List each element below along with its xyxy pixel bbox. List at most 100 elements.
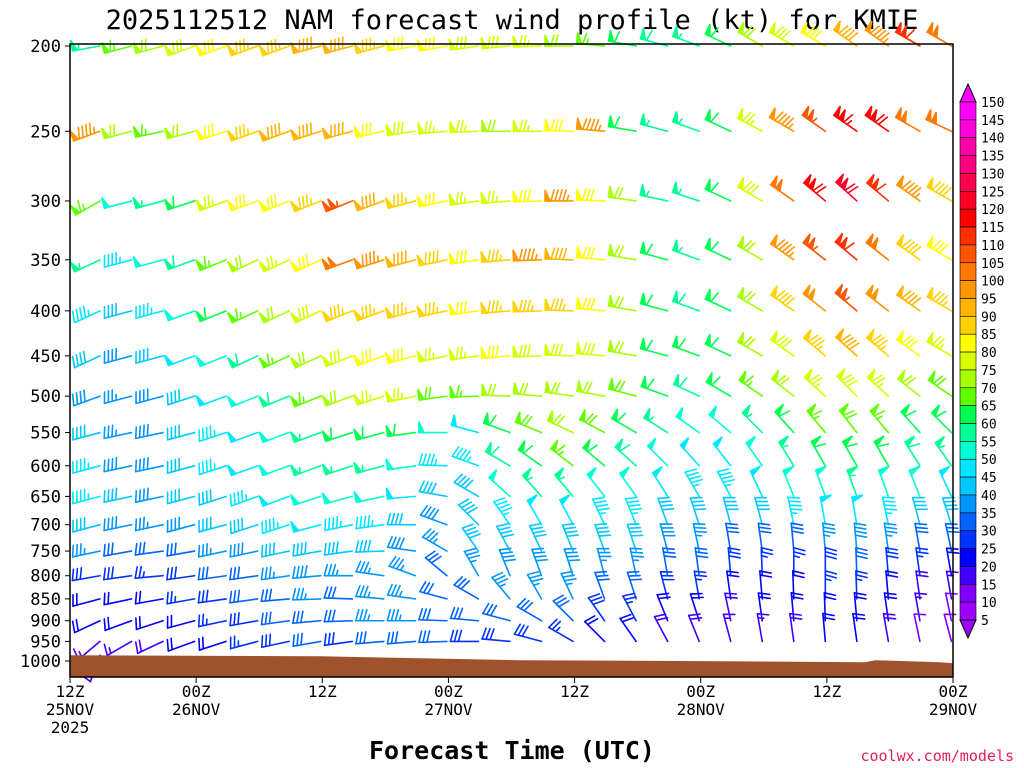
wind-barb [769, 285, 796, 312]
wind-barb [163, 123, 196, 140]
barb-feather [563, 578, 577, 582]
colorbar-label: 110 [981, 239, 1004, 254]
wind-barb [738, 370, 764, 397]
barb-feather [497, 503, 511, 510]
wind-barb [321, 303, 354, 323]
wind-barb [384, 302, 417, 320]
barb-feather [692, 522, 706, 526]
wind-barb [608, 378, 637, 397]
barb-flag [895, 330, 905, 345]
barb-feather [840, 374, 853, 382]
barb-half-feather [645, 190, 650, 198]
wind-barb [639, 292, 669, 312]
barb-feather [301, 195, 305, 209]
barb-flag [226, 199, 238, 212]
barb-feather [945, 508, 959, 511]
wind-barb [895, 234, 922, 261]
barb-feather [913, 613, 927, 616]
barb-feather [237, 491, 240, 505]
barb-feather [422, 481, 429, 494]
barb-shaft [944, 592, 953, 622]
barb-feather [491, 383, 497, 397]
colorbar-swatch [959, 423, 977, 442]
wind-barb [877, 465, 890, 498]
wind-barb [741, 404, 764, 434]
wind-barb [258, 464, 291, 477]
barb-feather [501, 533, 515, 538]
wind-barb [846, 465, 859, 498]
y-tick-label: 650 [30, 487, 61, 507]
barb-flag [321, 258, 333, 271]
barb-feather [201, 491, 205, 505]
wind-barb [622, 592, 637, 622]
wind-barb [754, 496, 771, 526]
barb-feather [848, 342, 860, 350]
barb-feather [103, 618, 107, 632]
wind-barb [292, 541, 322, 557]
y-tick-label: 300 [30, 192, 61, 212]
barb-flag [226, 464, 238, 477]
barb-feather [305, 304, 309, 318]
barb-feather [365, 253, 368, 267]
barb-flag [352, 354, 364, 367]
y-tick-label: 500 [30, 387, 61, 407]
wind-barb [461, 523, 481, 552]
barb-feather [170, 590, 173, 604]
wind-barb [895, 285, 922, 312]
barb-flag [639, 292, 647, 307]
barb-flag [289, 261, 302, 273]
wind-barb [810, 435, 827, 467]
barb-feather [935, 242, 945, 252]
barb-feather [111, 457, 114, 471]
barb-feather [229, 590, 233, 604]
barb-feather [424, 193, 427, 207]
barb-feather [558, 298, 564, 312]
barb-feather [88, 122, 92, 136]
barb-feather [333, 305, 337, 319]
barb-feather [459, 250, 463, 264]
wind-barb [712, 436, 732, 467]
barb-feather [466, 530, 479, 536]
wind-barb [103, 591, 133, 606]
barb-feather [79, 390, 83, 404]
barb-feather [427, 507, 436, 519]
barb-flag [226, 431, 238, 444]
wind-barb [134, 565, 164, 579]
wind-barb [289, 494, 322, 507]
barb-half-feather [558, 476, 565, 481]
wind-barb [321, 198, 354, 213]
barb-feather [201, 566, 205, 580]
barb-feather [780, 115, 791, 126]
barb-feather [875, 183, 887, 192]
barb-flag [802, 173, 812, 188]
barb-feather [209, 425, 212, 439]
wind-barb [418, 480, 448, 498]
barb-feather [363, 631, 367, 644]
barb-feather [631, 555, 645, 558]
colorbar-swatch [959, 494, 977, 514]
barb-flag [736, 331, 745, 346]
wind-barb [531, 547, 549, 577]
barb-feather [323, 563, 329, 577]
wind-barb [386, 512, 417, 526]
barb-feather [361, 196, 364, 210]
wind-barb [321, 36, 354, 55]
barb-feather [593, 500, 607, 504]
barb-feather [624, 496, 638, 500]
barb-feather [361, 123, 364, 137]
wind-barb [353, 121, 385, 139]
barb-feather [694, 574, 708, 578]
wind-barb [457, 498, 480, 526]
barb-feather [595, 574, 609, 578]
barb-half-feather [554, 626, 561, 633]
barb-half-feather [942, 301, 948, 307]
barb-feather [268, 518, 271, 532]
barb-feather [587, 593, 601, 599]
barb-feather [689, 496, 703, 499]
barb-feather [75, 543, 78, 557]
wind-barb [226, 431, 259, 444]
barb-feather [134, 518, 138, 532]
colorbar-label: 85 [981, 328, 997, 343]
terrain-ground [70, 655, 953, 677]
wind-barb [517, 440, 543, 467]
